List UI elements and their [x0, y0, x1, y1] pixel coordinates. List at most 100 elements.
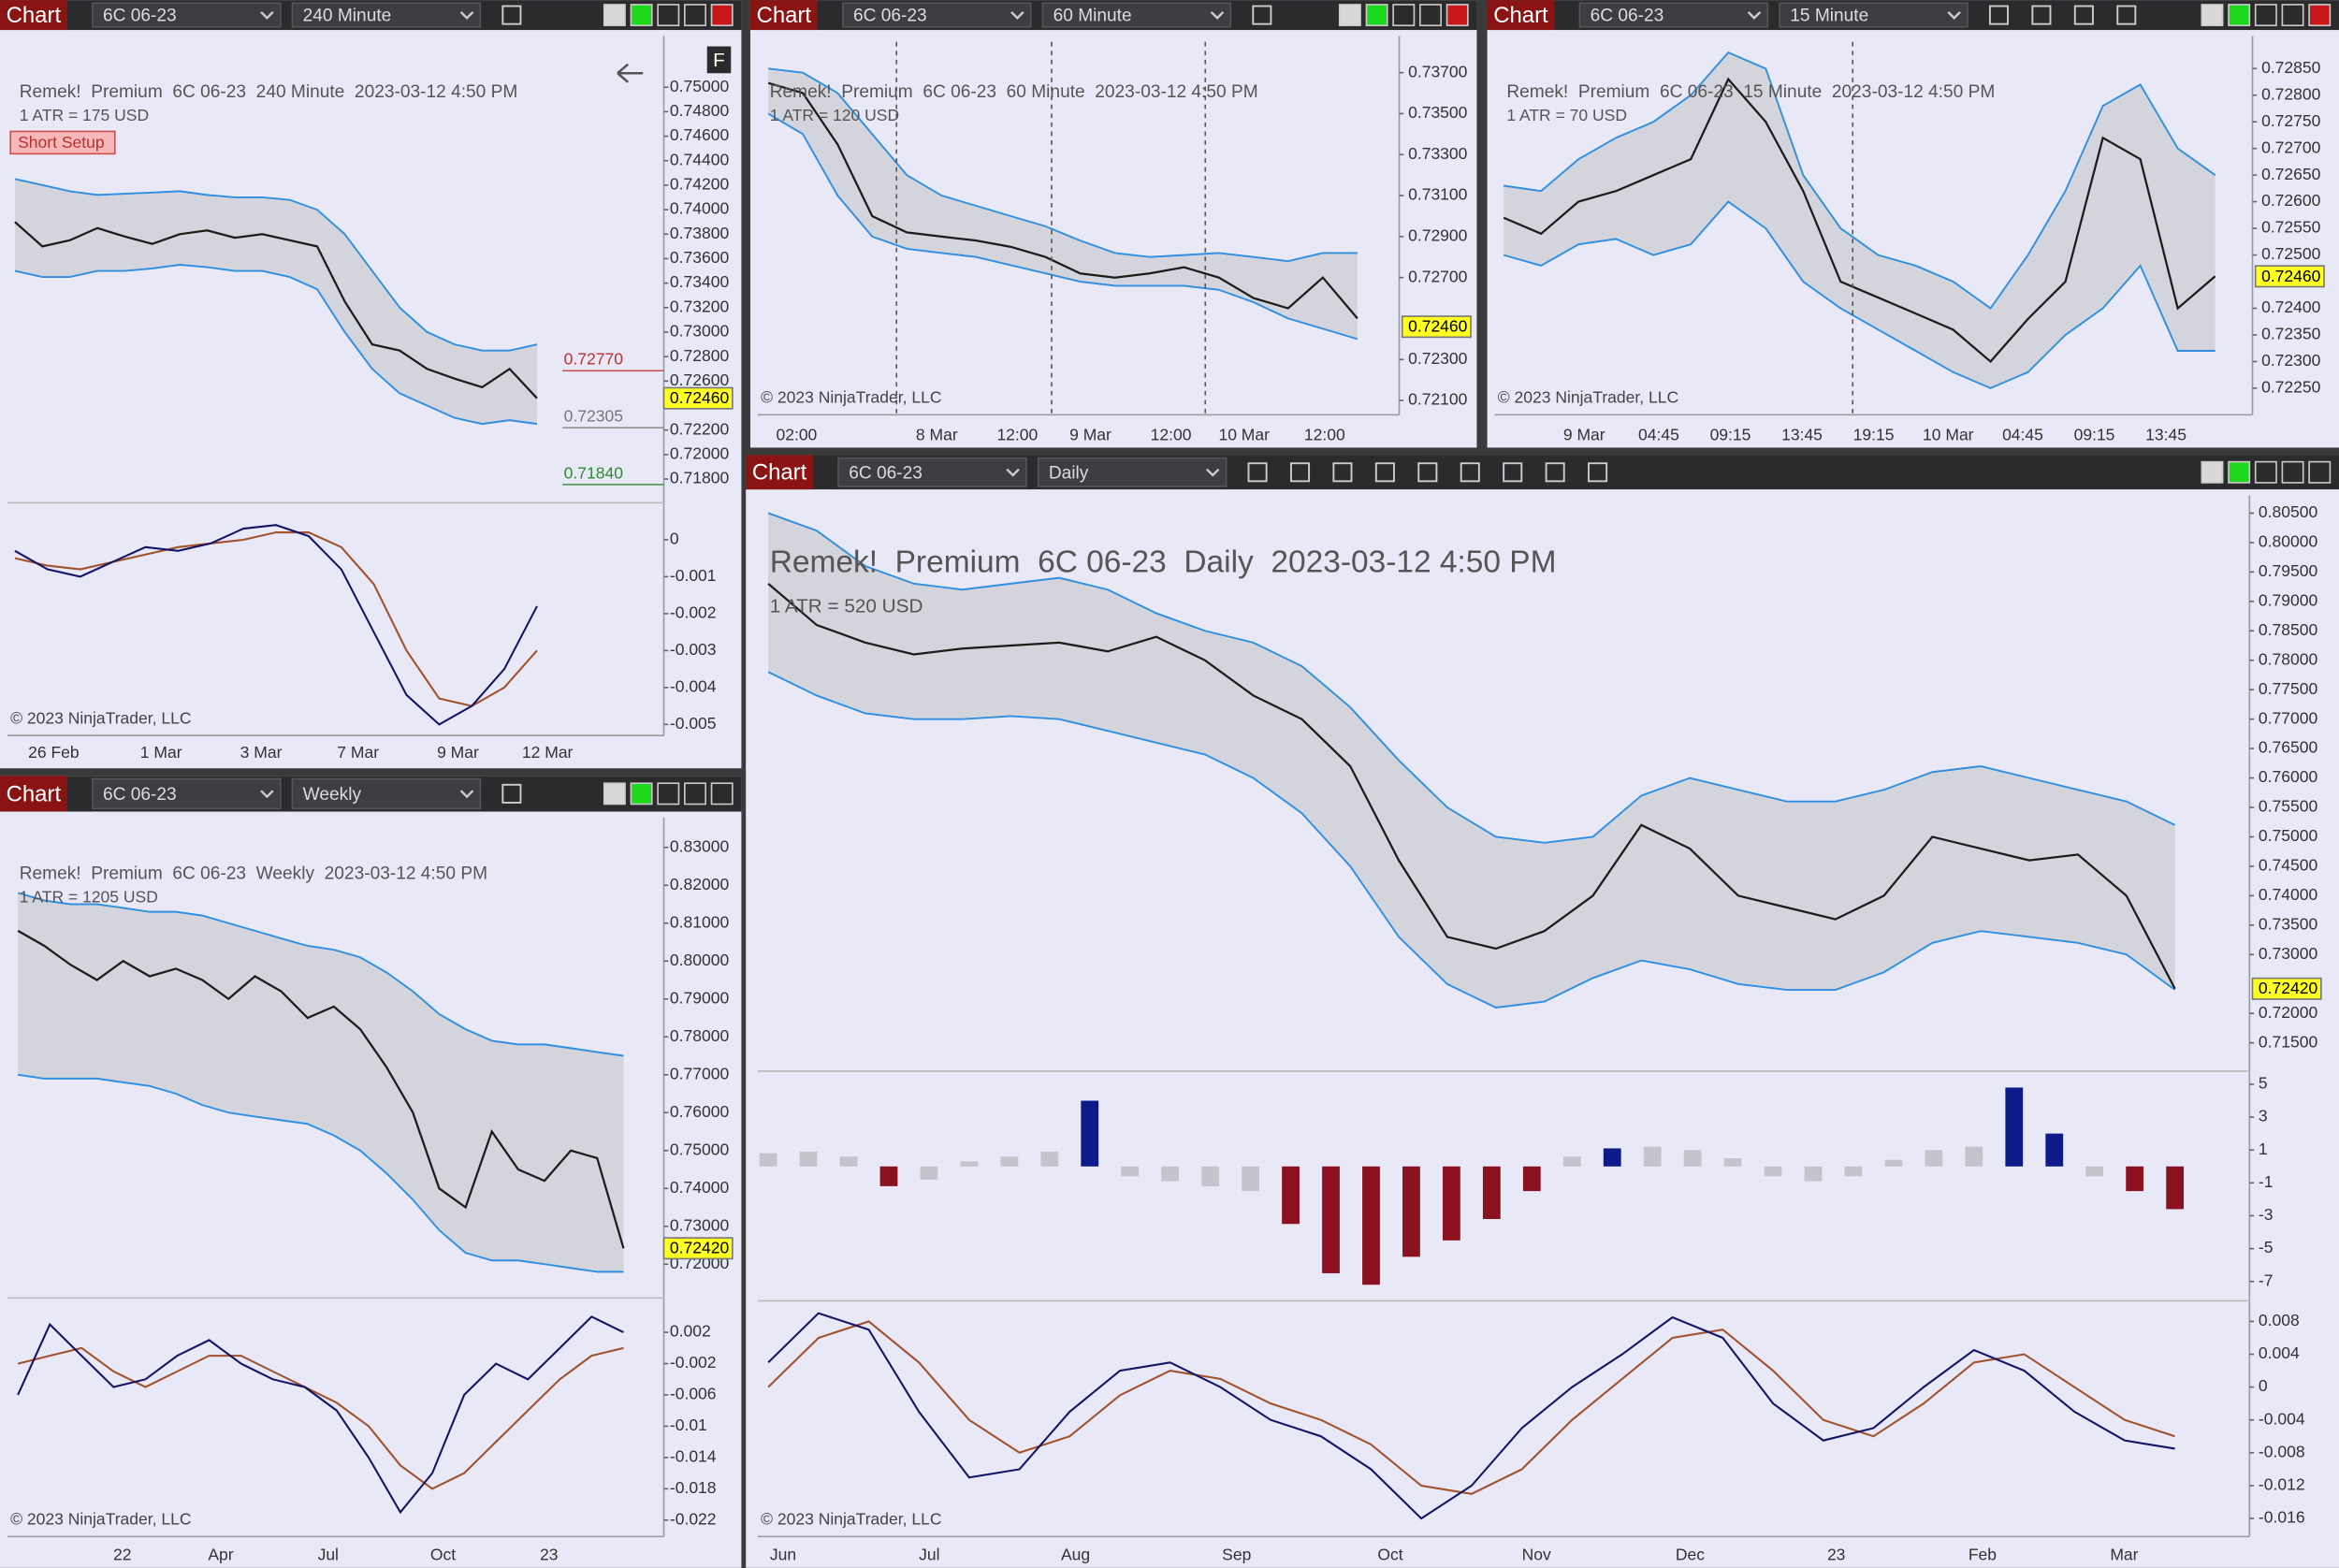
- instrument-dropdown[interactable]: [1578, 2, 1769, 28]
- toolbar-icon[interactable]: [501, 5, 522, 25]
- interval-dropdown[interactable]: [1779, 2, 1969, 28]
- interval-dropdown[interactable]: [291, 777, 482, 810]
- window-maximize[interactable]: [2281, 460, 2304, 484]
- histogram-bar: [1121, 1166, 1140, 1177]
- toolbar-icon[interactable]: [1460, 462, 1480, 483]
- toolbar-icon[interactable]: [1588, 462, 1608, 483]
- y-tick-label: 0.72600: [2261, 191, 2321, 210]
- toolbar-icon[interactable]: [1503, 462, 1523, 483]
- histogram-bar: [2045, 1133, 2064, 1167]
- chart-tab[interactable]: [1487, 0, 1555, 31]
- price-level-label: 0.72305: [564, 407, 623, 426]
- histogram-bar: [1322, 1166, 1340, 1273]
- y-tick-label: 1: [2259, 1140, 2268, 1158]
- toolbar-icon[interactable]: [1289, 462, 1311, 483]
- y-tick-label: -0.004: [670, 676, 717, 695]
- window-settings[interactable]: [2201, 460, 2224, 484]
- toolbar-icon[interactable]: [2116, 5, 2137, 25]
- toolbar-icon[interactable]: [1252, 5, 1272, 25]
- y-tick-label: 0: [670, 530, 679, 548]
- toolbar-icon[interactable]: [1417, 462, 1438, 483]
- chart-tab[interactable]: [749, 0, 818, 31]
- interval-dropdown[interactable]: [1037, 457, 1228, 487]
- y-tick-label: 0.72300: [2261, 351, 2321, 370]
- histogram-bar: [2166, 1166, 2185, 1210]
- window-close[interactable]: [2308, 4, 2332, 27]
- window-settings[interactable]: [2201, 4, 2224, 27]
- instrument-dropdown[interactable]: [837, 457, 1027, 487]
- window-minimize[interactable]: [2254, 460, 2277, 484]
- price-line: [14, 221, 538, 399]
- window-close[interactable]: [710, 782, 734, 806]
- back-arrow[interactable]: [617, 63, 644, 83]
- f-button-label: F: [713, 50, 725, 71]
- window-maximize[interactable]: [684, 4, 706, 27]
- y-tick-label: 0.78000: [670, 1026, 730, 1045]
- toolbar-icon[interactable]: [1247, 462, 1268, 483]
- chart-tab[interactable]: [0, 776, 67, 812]
- window-link[interactable]: [2228, 4, 2251, 27]
- volatility-band: [14, 179, 537, 425]
- y-tick-label: 0.74000: [670, 199, 730, 218]
- y-tick-label: 0.72550: [2261, 218, 2321, 237]
- oscillator-fast: [767, 1312, 2175, 1520]
- window-close[interactable]: [2308, 460, 2332, 484]
- toolbar-icon[interactable]: [1374, 462, 1395, 483]
- y-tick-label: 0.74500: [2259, 856, 2318, 875]
- x-tick-label: 04:45: [2002, 425, 2043, 443]
- y-tick-label: 0.76000: [2259, 767, 2318, 786]
- chart-tab-label: Chart: [752, 460, 807, 486]
- x-tick-label: 23: [1827, 1546, 1845, 1564]
- chart-tab[interactable]: [746, 455, 813, 490]
- x-tick-label: Jun: [770, 1546, 796, 1564]
- copyright: © 2023 NinjaTrader, LLC: [1498, 387, 1678, 406]
- toolbar-icon[interactable]: [1332, 462, 1353, 483]
- instrument-dropdown[interactable]: [92, 777, 282, 810]
- price-line: [767, 583, 2176, 990]
- window-close[interactable]: [1446, 4, 1469, 27]
- y-tick-label: 0.75000: [670, 77, 730, 95]
- window-minimize[interactable]: [1392, 4, 1416, 27]
- toolbar-icon[interactable]: [2073, 5, 2094, 25]
- dropdown-chevron: [1210, 11, 1225, 20]
- window-minimize[interactable]: [657, 4, 680, 27]
- x-tick-label: 9 Mar: [1563, 425, 1605, 443]
- instrument-dropdown[interactable]: [92, 2, 282, 28]
- lower-band: [767, 671, 2176, 1009]
- window-minimize[interactable]: [2254, 4, 2277, 27]
- setup-tag: [9, 130, 116, 155]
- histogram-bar: [1282, 1166, 1300, 1225]
- toolbar-icon[interactable]: [2031, 5, 2052, 25]
- upper-band: [1504, 51, 2216, 310]
- chart-tab[interactable]: [0, 0, 67, 31]
- window-maximize[interactable]: [684, 782, 706, 806]
- toolbar-icon[interactable]: [501, 783, 522, 804]
- window-settings[interactable]: [603, 782, 626, 806]
- window-link[interactable]: [2228, 460, 2251, 484]
- window-settings[interactable]: [1338, 4, 1361, 27]
- copyright: © 2023 NinjaTrader, LLC: [10, 708, 191, 727]
- interval-dropdown[interactable]: [1041, 2, 1232, 28]
- interval-dropdown[interactable]: [291, 2, 482, 28]
- y-tick-label: -0.022: [670, 1509, 717, 1528]
- f-button[interactable]: [706, 46, 732, 74]
- window-settings[interactable]: [603, 4, 626, 27]
- window-close[interactable]: [710, 4, 734, 27]
- toolbar-icon[interactable]: [1545, 462, 1565, 483]
- upper-band: [17, 892, 624, 1057]
- window-link[interactable]: [630, 4, 653, 27]
- toolbar-icon[interactable]: [1988, 5, 2010, 25]
- chart-title: Remek! Premium 6C 06-23 60 Minute 2023-0…: [770, 82, 1258, 102]
- y-tick-label: 0.79000: [2259, 590, 2318, 609]
- instrument-dropdown[interactable]: [842, 2, 1032, 28]
- window-link[interactable]: [630, 782, 653, 806]
- x-tick-label: 10 Mar: [1218, 425, 1270, 443]
- x-tick-label: 22: [113, 1546, 131, 1564]
- window-minimize[interactable]: [657, 782, 680, 806]
- y-tick-label: 0.71800: [670, 469, 730, 487]
- y-tick-label: 0.72500: [2261, 244, 2321, 263]
- window-link[interactable]: [1365, 4, 1388, 27]
- y-tick-label: 0.72100: [1408, 390, 1468, 409]
- window-maximize[interactable]: [2281, 4, 2304, 27]
- window-maximize[interactable]: [1419, 4, 1442, 27]
